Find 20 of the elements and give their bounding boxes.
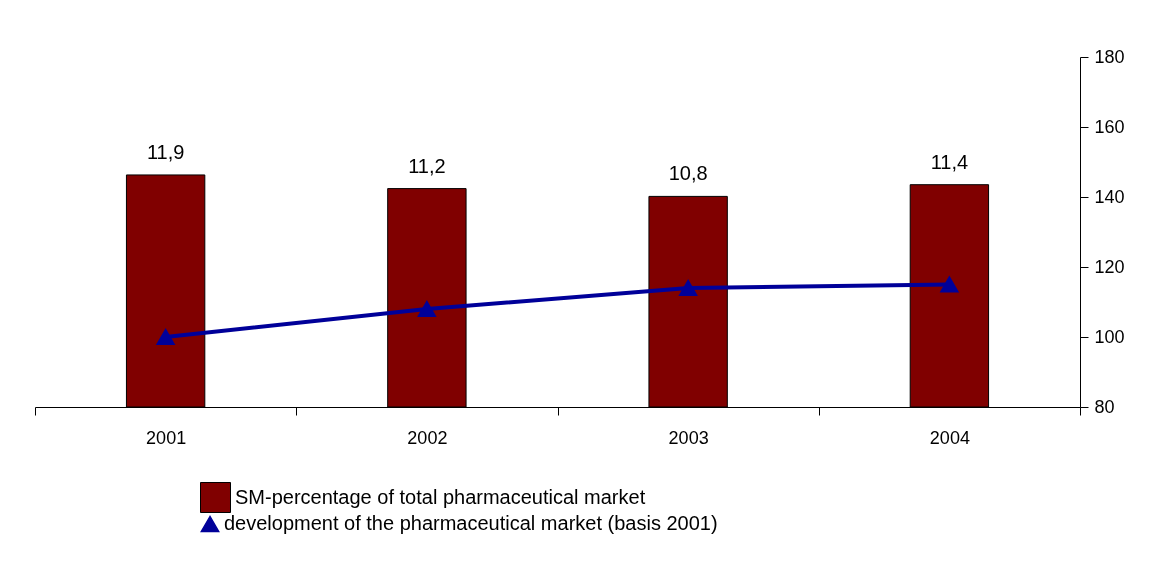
x-tick-label: 2004	[929, 427, 970, 448]
data-label: 11,9	[146, 140, 185, 163]
y2-tick-label: 180	[1094, 46, 1125, 67]
y2-tick-label: 80	[1094, 396, 1115, 417]
y2-tick-label: 100	[1094, 326, 1125, 347]
point	[679, 280, 698, 296]
y2-tick-label: 120	[1094, 256, 1125, 277]
data-label: 10,8	[668, 162, 708, 185]
legend-label: SM-percentage of total pharmaceutical market	[235, 485, 646, 508]
data-label: 11,4	[930, 150, 969, 173]
data-label: 11,2	[408, 154, 446, 177]
point	[156, 329, 175, 345]
x-tick-label: 2002	[407, 427, 448, 448]
y2-tick-label: 160	[1094, 116, 1125, 137]
y2-tick-label: 140	[1094, 186, 1125, 207]
x-tick-label: 2003	[668, 427, 709, 448]
point	[417, 301, 436, 317]
point	[940, 276, 959, 293]
legend-label: development of the pharmaceutical market (basis 2001)	[224, 512, 718, 534]
x-tick-label: 2001	[146, 427, 187, 448]
